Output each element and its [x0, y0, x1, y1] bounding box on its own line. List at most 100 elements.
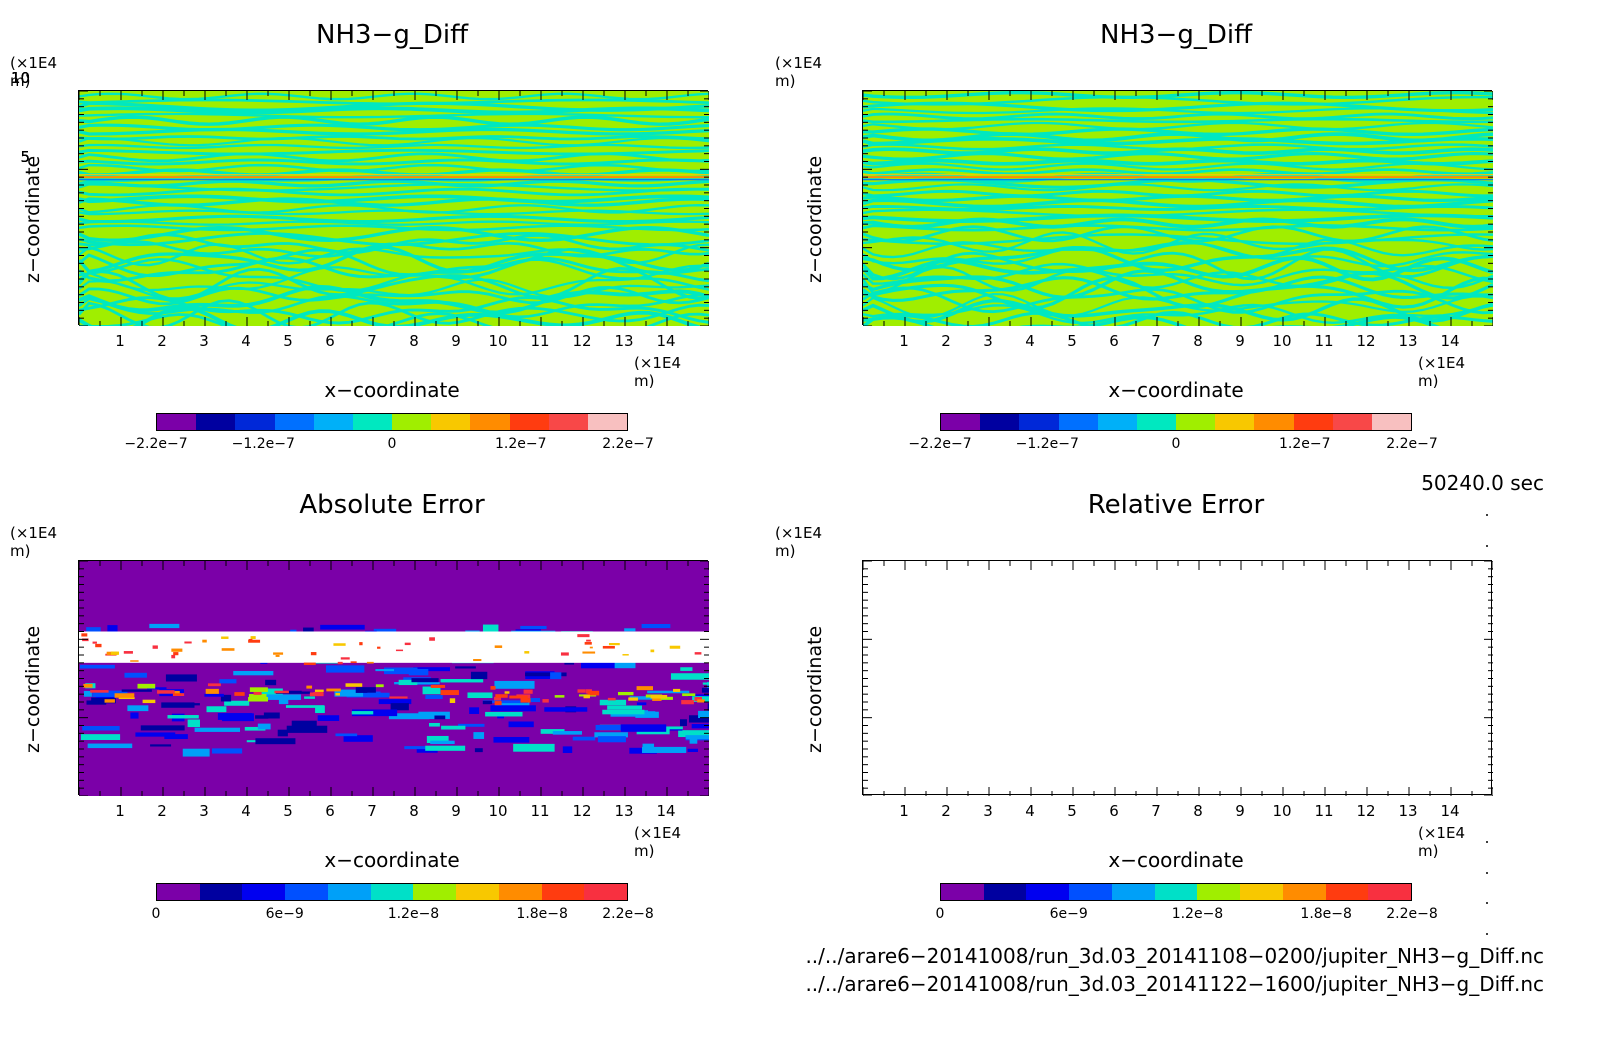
colorbar-swatch — [1240, 884, 1283, 900]
heatmap-cell — [672, 688, 681, 692]
heatmap-cell — [562, 746, 573, 753]
heatmap-cell — [552, 731, 582, 735]
x-axis-label: x−coordinate — [324, 848, 460, 872]
heatmap-cell — [142, 699, 156, 704]
heatmap-cell — [346, 691, 381, 698]
y-axis-label: z−coordinate — [22, 155, 44, 283]
contour-band — [79, 136, 709, 147]
panel-title: NH3−g_Diff — [1100, 20, 1252, 50]
heatmap-cell — [429, 637, 435, 641]
heatmap-cell — [219, 679, 237, 684]
heatmap-cell — [702, 682, 709, 685]
heatmap-cell — [79, 664, 115, 669]
y-axis-label: z−coordinate — [804, 625, 826, 753]
heatmap-cell — [171, 654, 176, 659]
heatmap-cell — [398, 679, 418, 686]
x-tick-label: 13 — [1398, 332, 1418, 350]
heatmap-cell — [641, 624, 671, 629]
heatmap-svg — [863, 561, 1493, 796]
heatmap-cell — [220, 694, 232, 702]
x-tick-label: 11 — [1314, 332, 1334, 350]
heatmap-cell — [624, 628, 636, 632]
heatmap-cell — [525, 672, 567, 677]
x-tick-label: 12 — [572, 332, 592, 350]
heatmap-cell — [495, 694, 508, 698]
heatmap-cell — [152, 645, 158, 649]
heatmap-cell — [147, 687, 167, 690]
heatmap-cell — [707, 703, 709, 711]
heatmap-cell — [378, 699, 412, 705]
contour-band — [79, 115, 709, 126]
colorbar-swatch — [1097, 414, 1137, 430]
heatmap-cell — [584, 641, 592, 645]
contour-band — [79, 135, 709, 141]
contour-band — [79, 183, 709, 192]
heatmap-cell — [367, 692, 390, 698]
contour-band — [79, 143, 709, 150]
heatmap-cell — [620, 724, 667, 732]
heatmap-cell — [82, 726, 120, 731]
footer-file-2: ../../arare6−20141008/run_3d.03_20141122… — [805, 972, 1544, 996]
y-axis-label: z−coordinate — [22, 625, 44, 753]
heatmap-cell — [127, 705, 149, 712]
heatmap-cell — [86, 700, 107, 705]
heatmap-cell — [212, 748, 243, 754]
contour-band — [79, 194, 709, 204]
x-tick-label: 1 — [115, 332, 125, 350]
colorbar-swatch — [157, 884, 200, 900]
colorbar-swatch — [1293, 414, 1333, 430]
heatmap-cell — [194, 727, 241, 732]
colorbar-swatch — [1026, 884, 1070, 900]
heatmap-cell — [482, 700, 529, 704]
heatmap-plot — [862, 560, 1493, 796]
footer-file-1: ../../arare6−20141008/run_3d.03_20141108… — [805, 944, 1544, 968]
heatmap-cell — [685, 735, 709, 740]
heatmap-cell — [250, 636, 256, 640]
heatmap-cell — [335, 693, 340, 696]
colorbar-swatch — [196, 414, 236, 430]
x-tick-label: 8 — [1193, 802, 1203, 820]
x-tick-label: 10 — [1272, 332, 1292, 350]
heatmap-cell — [182, 748, 210, 757]
heatmap-cell — [524, 651, 530, 654]
heatmap-cell — [473, 659, 482, 662]
heatmap-cell — [325, 665, 365, 673]
x-unit-label: (×1E4 m) — [1418, 354, 1465, 390]
heatmap-cell — [582, 651, 596, 654]
x-unit-label: (×1E4 m) — [1418, 824, 1465, 860]
heatmap-plot — [78, 560, 709, 796]
contour-band — [79, 179, 709, 188]
heatmap-cell — [470, 671, 488, 680]
heatmap-cell — [275, 654, 280, 657]
x-tick-label: 12 — [572, 802, 592, 820]
colorbar-swatch — [285, 884, 328, 900]
colorbar-tick-label: 0 — [1171, 436, 1181, 452]
colorbar-swatch — [413, 884, 457, 900]
heatmap-cell — [560, 652, 569, 656]
heatmap-cell — [121, 689, 152, 692]
contour-band — [863, 275, 1493, 302]
heatmap-cell — [508, 721, 534, 728]
contour-band — [863, 265, 1493, 295]
heatmap-cell — [608, 642, 620, 646]
heatmap-cell — [425, 694, 443, 699]
heatmap-cell — [430, 740, 455, 745]
heatmap-cell — [359, 642, 363, 646]
heatmap-svg — [863, 91, 1493, 326]
colorbar-swatch — [157, 414, 197, 430]
colorbar-swatch — [498, 884, 542, 900]
heatmap-plot — [78, 90, 709, 326]
x-tick-label: 14 — [656, 802, 676, 820]
heatmap-cell — [83, 690, 92, 697]
panel-title: NH3−g_Diff — [316, 20, 468, 50]
colorbar-swatch — [235, 414, 275, 430]
heatmap-cell — [277, 729, 288, 737]
x-tick-label: 2 — [941, 332, 951, 350]
x-tick-label: 7 — [1151, 802, 1161, 820]
colorbar-tick-label: 2.2e−7 — [1386, 436, 1438, 452]
heatmap-cell — [340, 657, 350, 660]
colorbar — [940, 883, 1412, 901]
colorbar-tick-label: −1.2e−7 — [231, 436, 295, 452]
colorbar-tick-label: 1.8e−8 — [516, 906, 568, 922]
heatmap-cell — [469, 707, 480, 714]
